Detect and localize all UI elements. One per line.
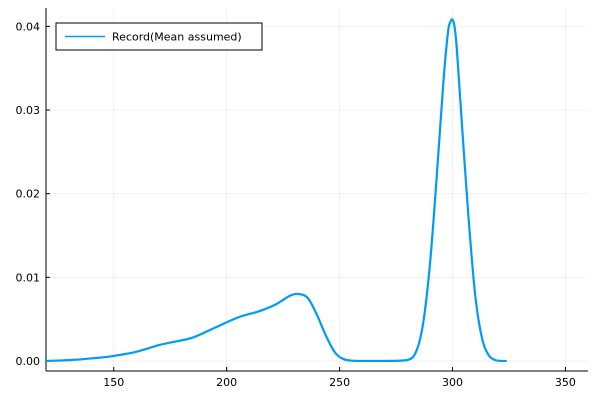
x-tick-label: 200 [216,376,237,389]
tick-labels: 150 200 250 300 350 0.00 0.01 0.02 0.03 0.04 [16,20,576,389]
x-tick-label: 250 [329,376,350,389]
grid [46,8,588,371]
series-line [45,18,507,363]
y-tick-label: 0.01 [16,271,41,284]
axes [45,8,588,372]
y-tick-label: 0.02 [16,188,41,201]
series-lines [45,18,507,363]
legend-label: Record(Mean assumed) [112,31,242,44]
x-tick-label: 300 [442,376,463,389]
x-tick-label: 350 [555,376,576,389]
legend: Record(Mean assumed) [55,22,263,51]
y-tick-label: 0.04 [16,20,41,33]
x-tick-label: 150 [103,376,124,389]
y-tick-label: 0.00 [16,355,41,368]
y-tick-label: 0.03 [16,104,41,117]
